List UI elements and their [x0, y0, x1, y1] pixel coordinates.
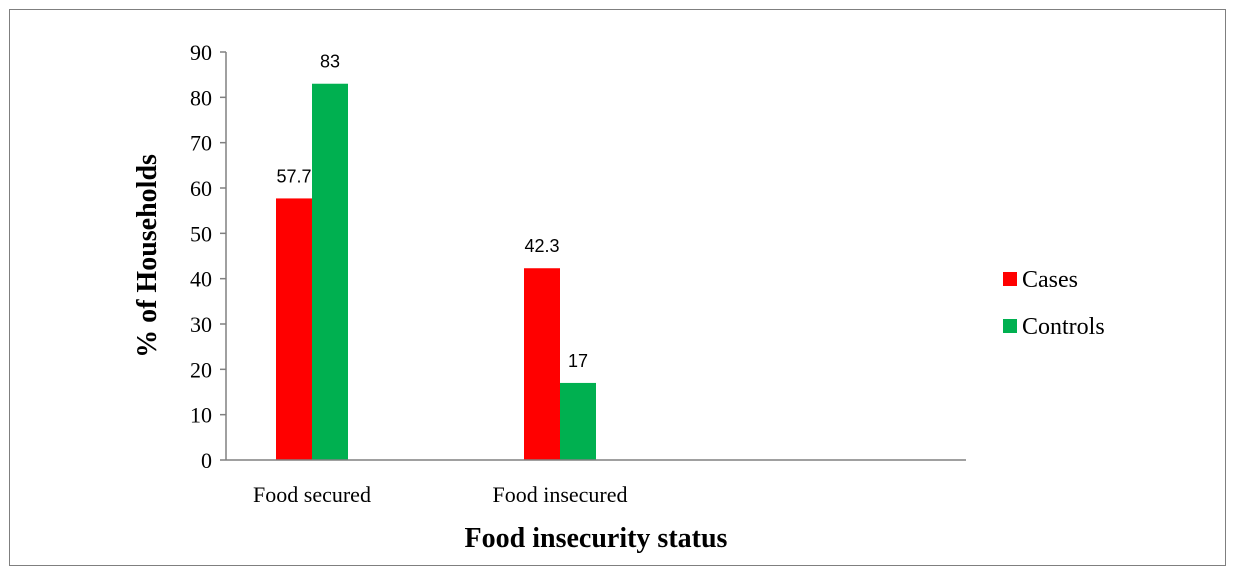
y-tick-label: 40 — [190, 267, 212, 292]
y-axis-title: % of Households — [132, 154, 163, 358]
chart-frame — [9, 9, 1226, 566]
x-axis-title: Food insecurity status — [465, 523, 728, 554]
data-label: 17 — [568, 351, 588, 371]
bar-cases-0 — [276, 198, 312, 460]
y-tick-label: 70 — [190, 131, 212, 156]
y-tick-label: 90 — [190, 40, 212, 65]
x-category-label: Food insecured — [492, 482, 627, 507]
legend-swatch-controls — [1003, 319, 1017, 333]
bars — [276, 83, 596, 460]
bar-controls-0 — [312, 83, 348, 460]
y-tick-label: 10 — [190, 403, 212, 428]
y-axis-ticks: 0 10 20 30 40 50 60 70 80 90 — [190, 40, 226, 473]
y-tick-label: 20 — [190, 357, 212, 382]
x-category-label: Food secured — [253, 482, 371, 507]
legend-label-controls: Controls — [1022, 314, 1105, 340]
legend: Cases Controls — [1003, 267, 1105, 340]
x-axis-categories: Food secured Food insecured — [253, 482, 627, 507]
y-tick-label: 80 — [190, 85, 212, 110]
legend-swatch-cases — [1003, 272, 1017, 286]
bar-controls-1 — [560, 382, 596, 460]
data-label: 57.7 — [276, 166, 311, 186]
data-label: 83 — [320, 52, 340, 72]
data-labels: 57.7 42.3 83 17 — [276, 52, 588, 371]
y-tick-label: 0 — [201, 448, 212, 473]
bar-cases-1 — [524, 268, 560, 460]
data-label: 42.3 — [524, 236, 559, 256]
y-tick-label: 50 — [190, 221, 212, 246]
legend-label-cases: Cases — [1022, 267, 1078, 293]
y-tick-label: 60 — [190, 176, 212, 201]
y-tick-label: 30 — [190, 312, 212, 337]
